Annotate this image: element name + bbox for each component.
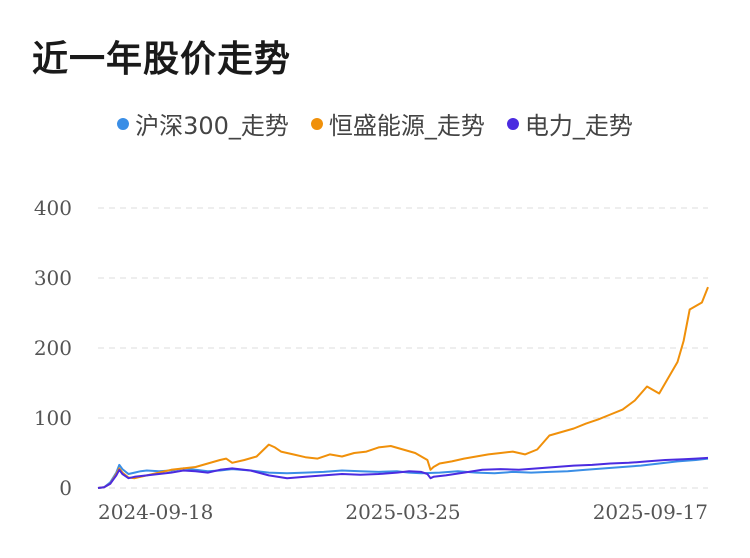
- y-tick-label: 200: [34, 336, 72, 360]
- legend-marker-electric: [506, 117, 519, 130]
- legend-item-electric[interactable]: 电力_走势: [506, 106, 633, 141]
- legend-item-hs300[interactable]: 沪深300_走势: [117, 106, 289, 141]
- x-tick-label: 2025-09-17: [593, 500, 708, 524]
- series-line-2: [97, 456, 709, 489]
- chart-gridlines: [98, 207, 708, 489]
- page-title: 近一年股价走势: [32, 39, 292, 80]
- y-tick-label: 0: [59, 476, 72, 500]
- x-tick-label: 2025-03-25: [345, 500, 460, 524]
- x-tick-label: 2024-09-18: [98, 500, 213, 524]
- chart-legend: 沪深300_走势 恒盛能源_走势 电力_走势: [0, 106, 750, 141]
- legend-marker-hengsheng: [310, 117, 323, 130]
- x-axis-ticks: 2024-09-18 2025-03-25 2025-09-17: [98, 500, 708, 524]
- legend-marker-hs300: [117, 117, 130, 130]
- legend-label-hengsheng: 恒盛能源_走势: [328, 112, 485, 140]
- series-lines: [97, 286, 709, 489]
- y-axis-ticks: 0 100 200 300 400: [34, 196, 72, 500]
- series-line-1: [97, 286, 709, 489]
- y-tick-label: 100: [34, 406, 72, 430]
- legend-item-hengsheng[interactable]: 恒盛能源_走势: [310, 106, 485, 141]
- y-tick-label: 400: [34, 196, 72, 220]
- y-tick-label: 300: [34, 266, 72, 290]
- legend-label-hs300: 沪深300_走势: [135, 112, 289, 140]
- legend-label-electric: 电力_走势: [524, 112, 633, 140]
- series-line-0: [97, 457, 709, 489]
